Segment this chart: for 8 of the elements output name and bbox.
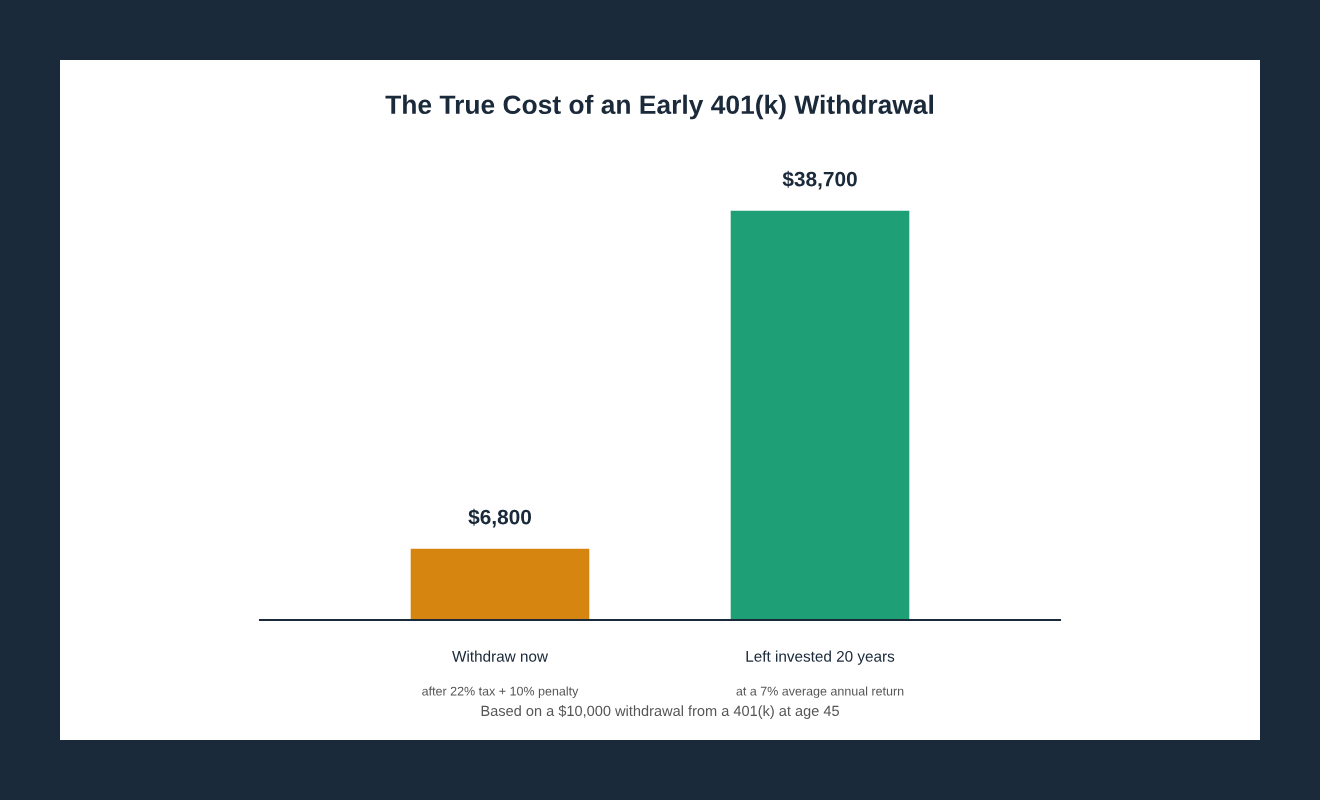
x-tick-label: Left invested 20 years — [746, 650, 895, 665]
text: after 22% tax + 10% penalty — [422, 686, 579, 699]
chart-title: The True Cost of an Early 401(k) Withdrawal — [385, 94, 933, 120]
x-tick-label: Withdraw now — [452, 650, 549, 662]
data-label: $38,700 — [782, 170, 857, 190]
text: at a 7% average annual return — [736, 686, 904, 699]
data-label: $6,800 — [468, 508, 532, 528]
text: Based on a $10,000 withdrawal from a 401(k) at age 45 — [481, 705, 839, 719]
